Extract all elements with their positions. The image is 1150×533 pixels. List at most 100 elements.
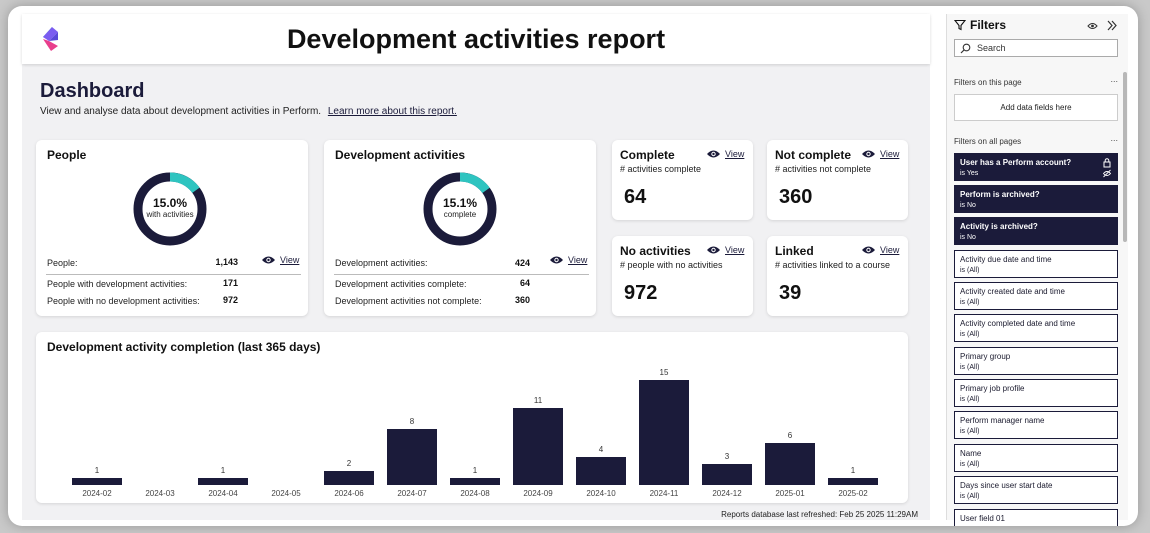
chart-bar[interactable] bbox=[387, 429, 437, 485]
dev-not-complete-label: Development activities not complete: bbox=[335, 296, 482, 306]
x-tick-label: 2024-11 bbox=[650, 489, 679, 498]
chart-bar[interactable] bbox=[702, 464, 752, 485]
x-tick-label: 2024-06 bbox=[334, 489, 364, 498]
filter-name: Activity created date and time bbox=[960, 287, 1065, 296]
filter-value: is No bbox=[960, 202, 976, 209]
chart-bar[interactable] bbox=[450, 478, 500, 485]
report-header: Development activities report bbox=[22, 14, 930, 64]
add-data-fields-drop-zone[interactable]: Add data fields here bbox=[954, 94, 1118, 121]
x-tick-label: 2024-12 bbox=[712, 489, 742, 498]
filter-card[interactable]: Perform manager name is (All) bbox=[954, 411, 1118, 439]
eye-icon bbox=[862, 150, 875, 158]
kpi-complete-subtitle: # activities complete bbox=[620, 164, 702, 174]
kpi-no-activities-view-button[interactable]: View bbox=[706, 245, 744, 255]
bar-data-label: 4 bbox=[599, 445, 604, 454]
filter-card[interactable]: Name is (All) bbox=[954, 444, 1118, 472]
page-title: Dashboard bbox=[40, 80, 145, 102]
eye-icon[interactable] bbox=[1087, 22, 1098, 30]
filter-name: Perform is archived? bbox=[960, 190, 1040, 199]
filter-card[interactable]: Perform is archived? is No bbox=[954, 185, 1118, 213]
eye-icon bbox=[707, 246, 720, 254]
filter-value: is (All) bbox=[960, 267, 980, 274]
filters-search-input[interactable]: Search bbox=[954, 39, 1118, 57]
kpi-not-complete-subtitle: # activities not complete bbox=[775, 164, 872, 174]
bar-data-label: 2 bbox=[347, 459, 352, 468]
learn-more-link[interactable]: Learn more about this report. bbox=[327, 106, 457, 117]
filter-card[interactable]: Activity due date and time is (All) bbox=[954, 250, 1118, 278]
people-donut: 15.0% with activities bbox=[133, 172, 207, 246]
filter-name: Activity is archived? bbox=[960, 222, 1038, 231]
completion-chart-card: Development activity completion (last 36… bbox=[36, 332, 908, 503]
kpi-no-activities-subtitle: # people with no activities bbox=[620, 260, 723, 270]
chart-bar[interactable] bbox=[828, 478, 878, 485]
filter-card[interactable]: Days since user start date is (All) bbox=[954, 476, 1118, 504]
filter-value: is (All) bbox=[960, 493, 980, 500]
kpi-not-complete-view-button[interactable]: View bbox=[861, 149, 899, 159]
bar-data-label: 1 bbox=[851, 466, 856, 475]
dev-not-complete-value: 360 bbox=[514, 295, 530, 305]
chart-bar[interactable] bbox=[513, 408, 563, 485]
filter-card[interactable]: User has a Perform account? is Yes bbox=[954, 153, 1118, 181]
chart-bar[interactable] bbox=[324, 471, 374, 485]
bar-data-label: 1 bbox=[221, 466, 226, 475]
dev-complete-value: 64 bbox=[519, 278, 530, 288]
filter-name: Name bbox=[960, 449, 982, 458]
people-donut-chart bbox=[133, 172, 207, 246]
kpi-complete-title: Complete bbox=[620, 148, 675, 162]
kpi-complete-view-button[interactable]: View bbox=[706, 149, 744, 159]
eye-icon bbox=[550, 256, 563, 264]
filter-name: Primary job profile bbox=[960, 384, 1025, 393]
kpi-not-complete-value: 360 bbox=[779, 186, 813, 208]
lock-icon bbox=[1103, 158, 1111, 178]
filters-all-pages-label: Filters on all pages bbox=[954, 137, 1022, 146]
chart-bar[interactable] bbox=[72, 478, 122, 485]
people-view-button[interactable]: View bbox=[261, 255, 299, 265]
dev-donut-subtitle: complete bbox=[443, 210, 477, 219]
chart-bar[interactable] bbox=[576, 457, 626, 485]
filter-value: is (All) bbox=[960, 299, 980, 306]
kpi-no-activities-title: No activities bbox=[620, 244, 691, 258]
kpi-linked-title: Linked bbox=[775, 244, 814, 258]
chart-bar[interactable] bbox=[765, 443, 815, 485]
people-without-label: People with no development activities: bbox=[47, 296, 200, 306]
filter-name: User has a Perform account? bbox=[960, 158, 1072, 167]
x-tick-label: 2024-03 bbox=[145, 489, 175, 498]
filters-on-page-label: Filters on this page bbox=[954, 78, 1022, 87]
divider bbox=[334, 274, 589, 275]
refresh-timestamp: Reports database last refreshed: Feb 25 … bbox=[721, 510, 918, 519]
chart-bar[interactable] bbox=[639, 380, 689, 485]
filter-card[interactable]: Activity created date and time is (All) bbox=[954, 282, 1118, 310]
filter-card[interactable]: Primary group is (All) bbox=[954, 347, 1118, 375]
filters-scrollbar[interactable] bbox=[1123, 72, 1127, 242]
filters-pane: Filters Search Filters on this page ... … bbox=[946, 14, 1128, 526]
divider bbox=[46, 274, 301, 275]
dev-total-value: 424 bbox=[514, 258, 530, 268]
app-frame: Development activities report Dashboard … bbox=[8, 6, 1138, 526]
kpi-linked-value: 39 bbox=[779, 282, 802, 304]
filter-value: is (All) bbox=[960, 364, 980, 371]
chart-bar[interactable] bbox=[198, 478, 248, 485]
filter-card[interactable]: User field 01 bbox=[954, 509, 1118, 526]
kpi-complete-view-label: View bbox=[725, 149, 745, 159]
eye-icon bbox=[862, 246, 875, 254]
filter-card[interactable]: Activity completed date and time is (All) bbox=[954, 314, 1118, 342]
kpi-complete-value: 64 bbox=[624, 186, 647, 208]
x-tick-label: 2024-09 bbox=[523, 489, 553, 498]
dev-view-button[interactable]: View bbox=[549, 255, 587, 265]
dev-donut-chart bbox=[423, 172, 497, 246]
filter-card[interactable]: Primary job profile is (All) bbox=[954, 379, 1118, 407]
filter-name: Days since user start date bbox=[960, 481, 1053, 490]
description-text: View and analyse data about development … bbox=[40, 106, 322, 117]
more-options-icon[interactable]: ... bbox=[1110, 74, 1118, 84]
kpi-linked-view-button[interactable]: View bbox=[861, 245, 899, 255]
collapse-pane-icon[interactable] bbox=[1106, 20, 1118, 31]
filter-card[interactable]: Activity is archived? is No bbox=[954, 217, 1118, 245]
filters-header: Filters bbox=[954, 18, 1006, 32]
bar-data-label: 15 bbox=[660, 368, 669, 377]
search-icon bbox=[960, 43, 971, 54]
x-tick-label: 2024-02 bbox=[82, 489, 112, 498]
people-donut-subtitle: with activities bbox=[146, 210, 194, 219]
dev-total-label: Development activities: bbox=[335, 258, 428, 268]
more-options-icon[interactable]: ... bbox=[1110, 133, 1118, 143]
chart-title: Development activity completion (last 36… bbox=[47, 340, 321, 354]
